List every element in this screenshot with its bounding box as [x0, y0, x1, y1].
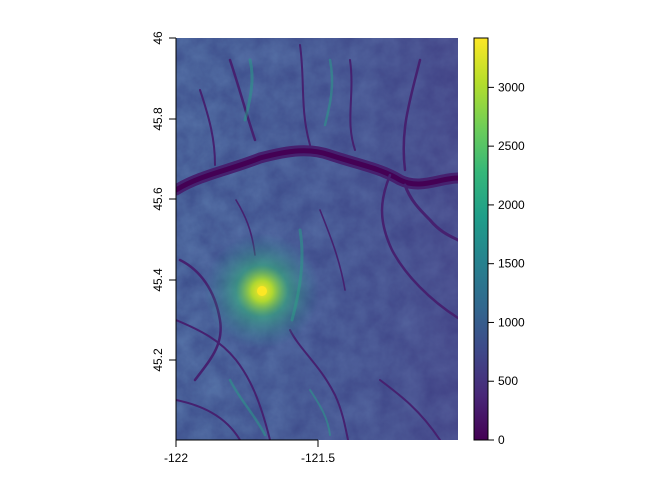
colorbar-tick-label-1000: 1000 [498, 315, 525, 329]
y-tick-label-45-4: 45.4 [151, 268, 165, 292]
colorbar-ramp [474, 38, 488, 440]
colorbar-tick-label-0: 0 [498, 433, 505, 447]
x-axis [175, 439, 319, 447]
y-tick-label-45-2: 45.2 [151, 348, 165, 372]
colorbar-tick-label-3000: 3000 [498, 80, 525, 94]
peak-summit [257, 286, 267, 296]
colorbar-ticks: 0 500 1000 1500 2000 2500 3000 [488, 80, 525, 447]
x-tick-label-121-5: -121.5 [301, 451, 335, 465]
terrain-east-fade [176, 38, 458, 440]
y-axis [169, 37, 177, 440]
colorbar-tick-label-2000: 2000 [498, 198, 525, 212]
colorbar-frame [473, 37, 489, 441]
y-tick-label-45-6: 45.6 [151, 187, 165, 211]
drainage-network [176, 44, 458, 440]
colorbar: 0 500 1000 1500 2000 2500 3000 [473, 37, 525, 447]
colorbar-tick-label-1500: 1500 [498, 257, 525, 271]
colorbar-tick-label-500: 500 [498, 374, 518, 388]
colorbar-tick-label-2500: 2500 [498, 139, 525, 153]
x-tick-label-122: -122 [164, 451, 188, 465]
y-tick-label-45-8: 45.8 [151, 107, 165, 131]
y-tick-label-46: 46 [151, 31, 165, 45]
elevation-raster [176, 38, 458, 440]
